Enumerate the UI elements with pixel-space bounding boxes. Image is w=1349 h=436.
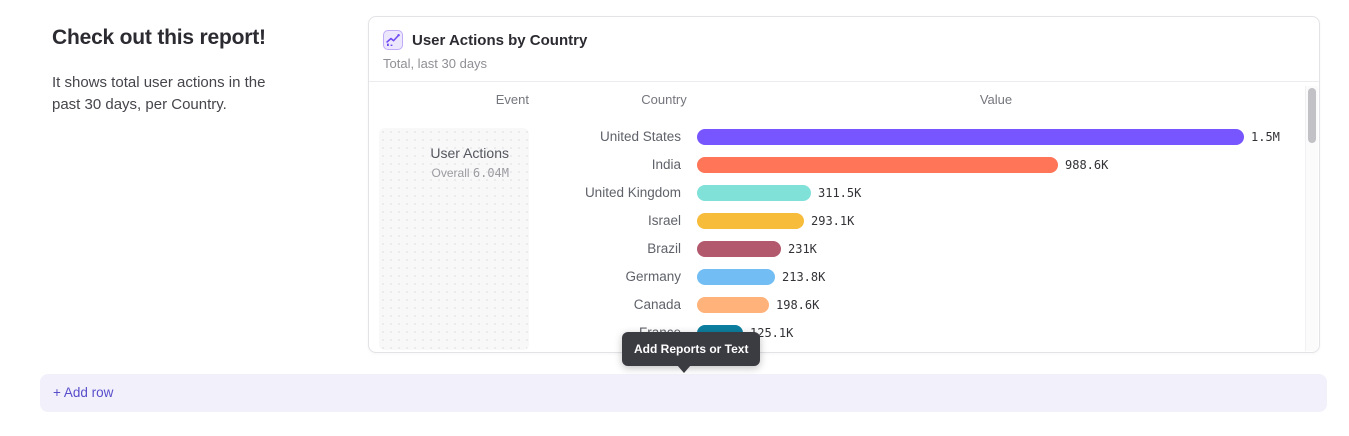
value-label: 213.8K	[782, 270, 826, 284]
add-row-bar[interactable]: + Add row	[40, 374, 1327, 412]
country-label: Israel	[647, 213, 681, 228]
add-reports-tooltip: Add Reports or Text	[622, 332, 761, 373]
report-card[interactable]: User Actions by Country Total, last 30 d…	[368, 16, 1320, 353]
scrollbar-thumb[interactable]	[1308, 88, 1316, 143]
country-label: India	[651, 157, 681, 172]
value-label: 1.5M	[1251, 130, 1280, 144]
value-label: 311.5K	[818, 186, 862, 200]
tooltip-arrow	[677, 365, 691, 373]
event-name: User Actions	[430, 145, 509, 161]
text-card-title: Check out this report!	[52, 26, 266, 49]
bar-row: Germany 213.8K	[369, 263, 1319, 291]
bar-row: United Kingdom 311.5K	[369, 179, 1319, 207]
event-overall: Overall 6.04M	[431, 166, 509, 180]
event-cell: User Actions Overall 6.04M	[379, 128, 529, 350]
country-label: Brazil	[647, 241, 681, 256]
add-row-button[interactable]: + Add row	[53, 385, 114, 400]
insights-line-chart-icon	[383, 30, 403, 50]
report-subtitle: Total, last 30 days	[383, 56, 488, 71]
bar-row: United States 1.5M	[369, 123, 1319, 151]
bar-segment[interactable]	[697, 297, 769, 313]
value-label: 988.6K	[1065, 158, 1109, 172]
column-header-value: Value	[979, 92, 1013, 107]
country-label: Germany	[625, 269, 681, 284]
text-card[interactable]: Check out this report! It shows total us…	[52, 26, 312, 116]
value-label: 198.6K	[776, 298, 820, 312]
bar-segment[interactable]	[697, 157, 1058, 173]
value-label: 293.1K	[811, 214, 855, 228]
country-label: Canada	[633, 297, 681, 312]
bar-segment[interactable]	[697, 129, 1244, 145]
column-header-country: Country	[641, 92, 687, 107]
bar-row: Brazil 231K	[369, 235, 1319, 263]
country-label: United States	[599, 129, 681, 144]
country-label: United Kingdom	[584, 185, 681, 200]
report-title[interactable]: User Actions by Country	[412, 31, 588, 49]
bar-segment[interactable]	[697, 241, 781, 257]
text-card-body: It shows total user actions in the past …	[52, 74, 266, 113]
bar-row: Israel 293.1K	[369, 207, 1319, 235]
bar-segment[interactable]	[697, 269, 775, 285]
bar-segment[interactable]	[697, 185, 811, 201]
bar-row: India 988.6K	[369, 151, 1319, 179]
report-card-header: User Actions by Country Total, last 30 d…	[369, 17, 1319, 82]
value-label: 125.1K	[750, 326, 794, 340]
scrollbar[interactable]	[1305, 86, 1318, 351]
bar-chart: Event Country Value User Actions Overall…	[369, 83, 1319, 352]
bar-row: Canada 198.6K	[369, 291, 1319, 319]
tooltip-label: Add Reports or Text	[634, 342, 749, 356]
value-label: 231K	[788, 242, 817, 256]
bar-segment[interactable]	[697, 213, 804, 229]
bar-row: France125.1K	[369, 319, 1319, 347]
column-header-event: Event	[495, 92, 529, 107]
